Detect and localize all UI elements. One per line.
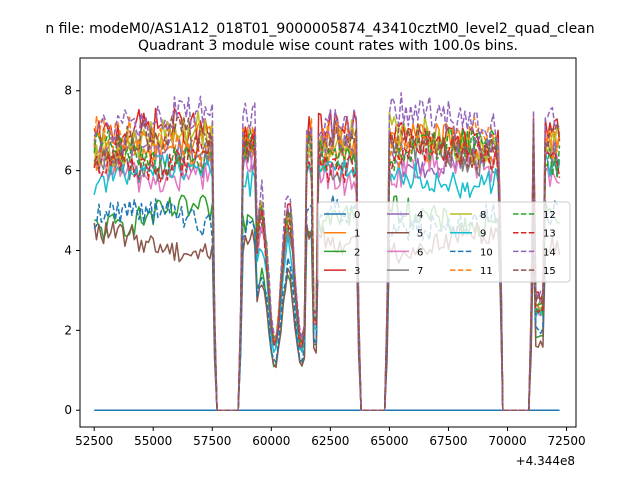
legend-label-11: 11 xyxy=(480,266,493,277)
x-tick-label: 62500 xyxy=(311,434,349,448)
legend-label-0: 0 xyxy=(354,210,360,221)
plot-frame xyxy=(79,57,577,428)
legend-label-8: 8 xyxy=(480,210,486,221)
x-axis: 52500 55000 57500 60000 62500 65000 67500 70000… xyxy=(75,427,586,448)
legend-box xyxy=(317,201,571,283)
series-line-15 xyxy=(93,115,561,411)
x-tick-label: 67500 xyxy=(429,434,467,448)
legend-label-3: 3 xyxy=(354,266,360,277)
y-tick-label: 8 xyxy=(64,84,72,98)
y-tick-label: 2 xyxy=(64,323,72,337)
legend-label-1: 1 xyxy=(354,229,360,240)
x-tick-label: 57500 xyxy=(193,434,231,448)
legend-label-10: 10 xyxy=(480,247,493,258)
legend-label-7: 7 xyxy=(417,266,423,277)
y-tick-label: 6 xyxy=(64,164,72,178)
legend-label-4: 4 xyxy=(417,210,423,221)
x-tick-label: 55000 xyxy=(134,434,172,448)
x-offset-label: +4.344e8 xyxy=(516,454,575,468)
legend-label-9: 9 xyxy=(480,229,486,240)
series-line-12 xyxy=(93,126,561,411)
legend-label-13: 13 xyxy=(543,229,556,240)
legend-label-6: 6 xyxy=(417,247,423,258)
x-tick-label: 70000 xyxy=(488,434,526,448)
x-tick-label: 52500 xyxy=(75,434,113,448)
chart-suptitle: n file: modeM0/AS1A12_018T01_9000005874_… xyxy=(45,21,594,37)
y-tick-label: 0 xyxy=(64,403,72,417)
legend-label-12: 12 xyxy=(543,210,556,221)
legend-label-2: 2 xyxy=(354,247,360,258)
series-line-14 xyxy=(93,92,560,411)
legend-label-15: 15 xyxy=(543,266,556,277)
x-tick-label: 60000 xyxy=(252,434,290,448)
y-tick-label: 4 xyxy=(64,243,72,257)
legend-label-14: 14 xyxy=(543,247,556,258)
y-axis: 0 2 4 6 8 xyxy=(64,84,80,417)
x-tick-label: 72500 xyxy=(547,434,585,448)
chart-title: Quadrant 3 module wise count rates with … xyxy=(138,38,518,54)
series-line-13 xyxy=(93,132,561,411)
legend-label-5: 5 xyxy=(417,229,423,240)
x-tick-label: 65000 xyxy=(370,434,408,448)
